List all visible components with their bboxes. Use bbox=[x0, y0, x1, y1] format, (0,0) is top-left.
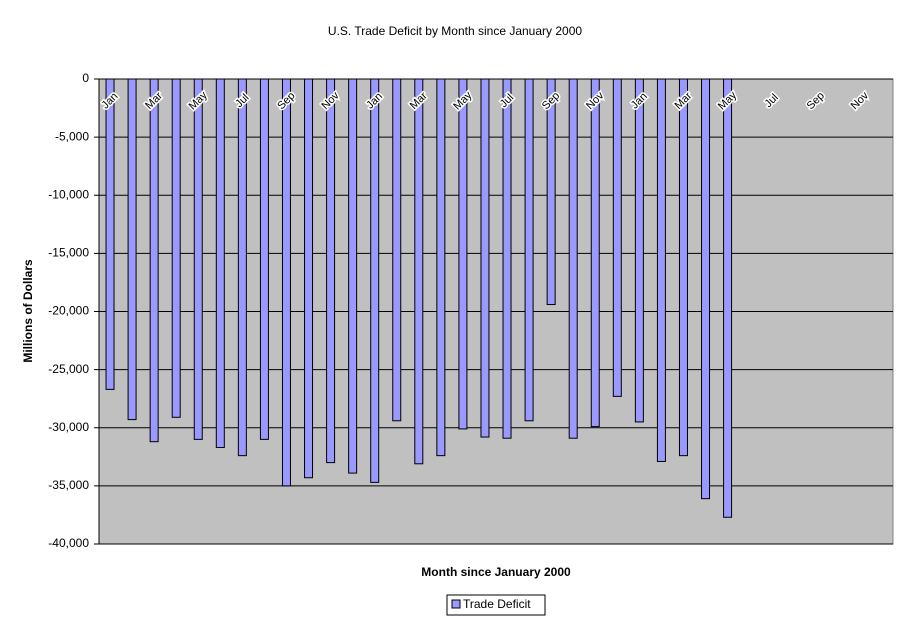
bar bbox=[678, 78, 688, 457]
y-tick-label: -10,000 bbox=[48, 187, 89, 201]
legend-box bbox=[446, 594, 546, 616]
bar bbox=[215, 78, 225, 449]
bar bbox=[237, 78, 247, 457]
x-axis-title: Month since January 2000 bbox=[421, 565, 571, 579]
y-tick-label: -5,000 bbox=[55, 129, 89, 143]
bar bbox=[281, 78, 291, 487]
bar bbox=[502, 78, 512, 439]
bar bbox=[193, 78, 203, 440]
y-tick-label: -30,000 bbox=[48, 420, 89, 434]
bar bbox=[171, 78, 181, 418]
bar bbox=[259, 78, 269, 440]
bar bbox=[634, 78, 644, 423]
y-tick-label: -20,000 bbox=[48, 304, 89, 318]
bar bbox=[436, 78, 446, 457]
bar bbox=[304, 78, 314, 479]
bar bbox=[524, 78, 534, 422]
y-tick-label: -25,000 bbox=[48, 362, 89, 376]
bar bbox=[458, 78, 468, 430]
y-tick-label: 0 bbox=[82, 71, 89, 85]
legend-swatch bbox=[451, 599, 461, 609]
bar bbox=[656, 78, 666, 462]
bar bbox=[590, 78, 600, 428]
bar bbox=[105, 78, 115, 390]
bar bbox=[480, 78, 490, 438]
bar bbox=[414, 78, 424, 465]
bar bbox=[546, 78, 556, 306]
legend-label: Trade Deficit bbox=[463, 597, 531, 611]
bar bbox=[149, 78, 159, 443]
y-tick-label: -35,000 bbox=[48, 478, 89, 492]
y-tick-label: -15,000 bbox=[48, 246, 89, 260]
bar bbox=[348, 78, 358, 474]
bar bbox=[392, 78, 402, 422]
bar bbox=[326, 78, 336, 464]
chart-title: U.S. Trade Deficit by Month since Januar… bbox=[328, 24, 582, 38]
bar bbox=[723, 78, 733, 518]
y-axis-title: Millions of Dollars bbox=[21, 259, 35, 363]
bar bbox=[370, 78, 380, 483]
y-tick-label: -40,000 bbox=[48, 536, 89, 550]
bar bbox=[612, 78, 622, 397]
legend: Trade Deficit bbox=[446, 594, 546, 616]
bar bbox=[568, 78, 578, 439]
bar bbox=[127, 78, 137, 421]
bar bbox=[701, 78, 711, 500]
